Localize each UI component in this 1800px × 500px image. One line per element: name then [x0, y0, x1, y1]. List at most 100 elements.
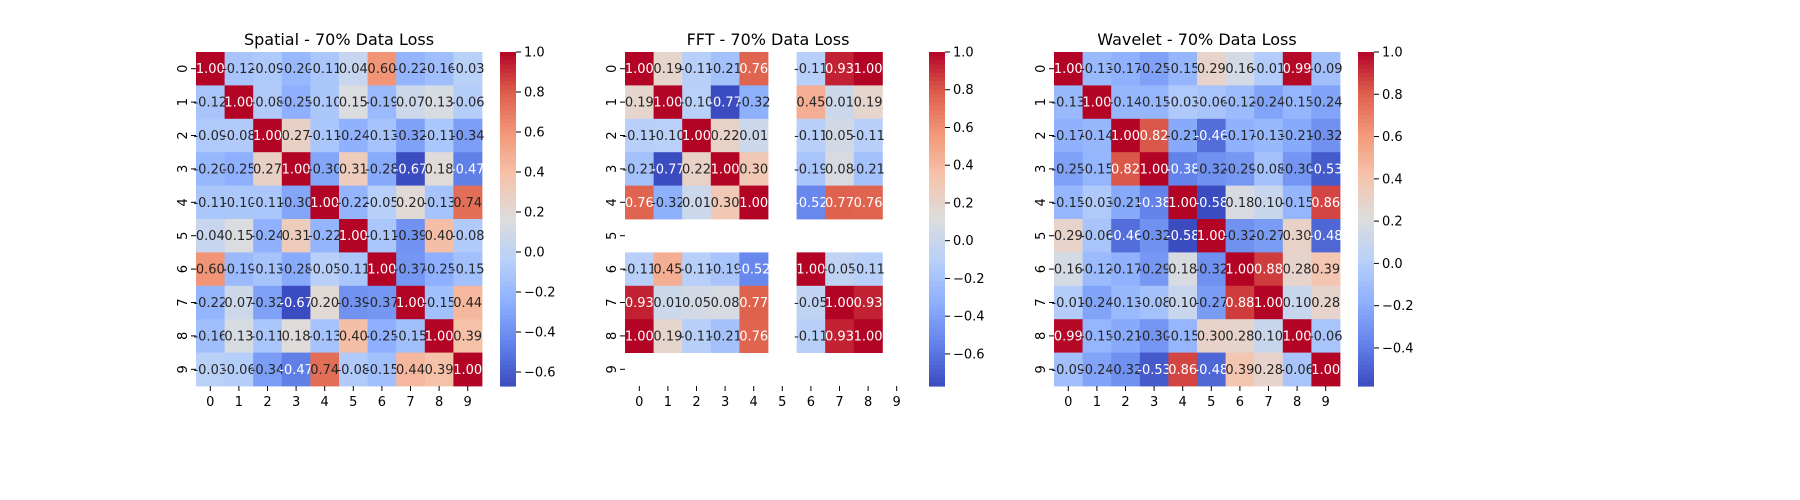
- heatmap-cell: [224, 85, 254, 120]
- cell-value-label: -0.13: [308, 329, 342, 344]
- heatmap-cell: [396, 185, 426, 220]
- heatmap-cell: [625, 252, 654, 287]
- heatmap-cell: [1225, 185, 1255, 220]
- colorbar-segment: [500, 344, 516, 350]
- heatmap-cell: [796, 85, 826, 120]
- x-tick-label: 2: [1121, 395, 1129, 410]
- colorbar-segment: [929, 52, 945, 57]
- heatmap-cell: [1197, 185, 1226, 220]
- colorbar-segment: [1358, 281, 1374, 287]
- heatmap-cell: [453, 352, 483, 387]
- heatmap-cell: [281, 152, 311, 186]
- colorbar-segment: [929, 306, 945, 312]
- heatmap-cell: [339, 152, 368, 186]
- heatmap-cell: [253, 319, 283, 353]
- heatmap-cell: [653, 252, 683, 287]
- heatmap-cell: [653, 85, 683, 120]
- cell-value-label: -0.11: [308, 129, 342, 144]
- cell-value-label: -0.06: [1194, 96, 1228, 111]
- cell-value-label: 0.30: [1197, 329, 1226, 344]
- heatmap-cell: [1168, 252, 1198, 287]
- colorbar-segment: [500, 164, 516, 170]
- heatmap-cell: [310, 285, 340, 320]
- cell-value-label: 0.28: [1225, 329, 1254, 344]
- heatmap-cell: [682, 152, 712, 186]
- heatmap-cell: [1168, 152, 1198, 186]
- heatmap-cell: [739, 118, 769, 153]
- cell-value-label: -0.11: [794, 62, 828, 77]
- cell-value-label: -0.67: [279, 296, 313, 311]
- cell-value-label: -0.19: [794, 162, 828, 177]
- colorbar-segment: [929, 381, 945, 387]
- x-tick-label: 3: [721, 395, 729, 410]
- cell-value-label: 0.22: [682, 162, 711, 177]
- cell-value-label: -0.12: [222, 62, 256, 77]
- cell-value-label: -0.11: [680, 263, 714, 278]
- colorbar-segment: [929, 177, 945, 183]
- cell-value-label: -0.12: [1080, 263, 1114, 278]
- colorbar-segment: [500, 369, 516, 375]
- cell-value-label: -0.58: [1166, 229, 1200, 244]
- heatmap-cell: [310, 352, 340, 387]
- heatmap-cell: [1311, 252, 1341, 287]
- colorbar-segment: [929, 156, 945, 162]
- colorbar-segment: [500, 381, 516, 387]
- colorbar-segment: [500, 256, 516, 262]
- heatmap-cell: [1225, 285, 1255, 320]
- colorbar-segment: [929, 369, 945, 375]
- colorbar-segment: [1358, 323, 1374, 329]
- cell-value-label: -0.21: [622, 162, 656, 177]
- cell-value-label: -0.11: [622, 129, 656, 144]
- cell-value-label: 0.29: [1197, 62, 1226, 77]
- cell-value-label: 1.00: [1140, 162, 1169, 177]
- heatmap-cell: [853, 52, 883, 86]
- heatmap-cell: [825, 185, 855, 220]
- colorbar-segment: [500, 340, 516, 345]
- heatmap-cell: [825, 152, 855, 186]
- heatmap-cell: [1111, 118, 1141, 153]
- cell-value-label: -0.25: [422, 263, 456, 278]
- heatmap-cell: [453, 118, 483, 153]
- cell-value-label: 0.74: [453, 196, 482, 211]
- colorbar-segment: [500, 348, 516, 354]
- heatmap-cell: [1225, 319, 1255, 353]
- cell-value-label: 1.00: [625, 329, 654, 344]
- cell-value-label: 1.00: [653, 96, 682, 111]
- heatmap-cell: [196, 319, 225, 353]
- cell-value-label: 0.40: [425, 229, 454, 244]
- colorbar-segment: [500, 302, 516, 308]
- heatmap-cell: [1168, 85, 1198, 120]
- colorbar-segment: [929, 164, 945, 170]
- colorbar-segment: [929, 139, 945, 145]
- cell-value-label: 1.00: [1311, 363, 1340, 378]
- heatmap-cell: [1311, 185, 1341, 220]
- cell-value-label: -0.30: [308, 162, 342, 177]
- cell-value-label: -0.34: [251, 363, 285, 378]
- cell-value-label: -0.09: [1309, 62, 1343, 77]
- cell-value-label: -0.03: [451, 62, 485, 77]
- cell-value-label: 1.00: [854, 329, 883, 344]
- cell-value-label: 0.04: [339, 62, 368, 77]
- cell-value-label: 1.00: [339, 229, 368, 244]
- heatmap-cell: [1254, 285, 1284, 320]
- heatmap-cell: [853, 285, 883, 320]
- heatmap-cell: [1254, 85, 1284, 120]
- colorbar-segment: [929, 260, 945, 266]
- cell-value-label: 0.60: [367, 62, 396, 77]
- cell-value-label: 0.01: [653, 296, 682, 311]
- cell-value-label: -0.05: [308, 263, 342, 278]
- heatmap-cell: [424, 118, 454, 153]
- colorbar-segment: [500, 64, 516, 70]
- colorbar-segment: [929, 189, 945, 195]
- cell-value-label: 1.00: [310, 196, 339, 211]
- colorbar-segment: [929, 77, 945, 82]
- heatmap-panel-0: Spatial - 70% Data Loss1.00-0.12-0.09-0.…: [176, 30, 556, 410]
- cell-value-label: -0.13: [1252, 129, 1286, 144]
- cell-value-label: -0.21: [851, 162, 885, 177]
- colorbar-segment: [929, 285, 945, 291]
- colorbar-segment: [1358, 248, 1374, 253]
- cell-value-label: -0.15: [1080, 162, 1114, 177]
- heatmap-cell: [739, 52, 769, 86]
- heatmap-cell: [367, 185, 397, 220]
